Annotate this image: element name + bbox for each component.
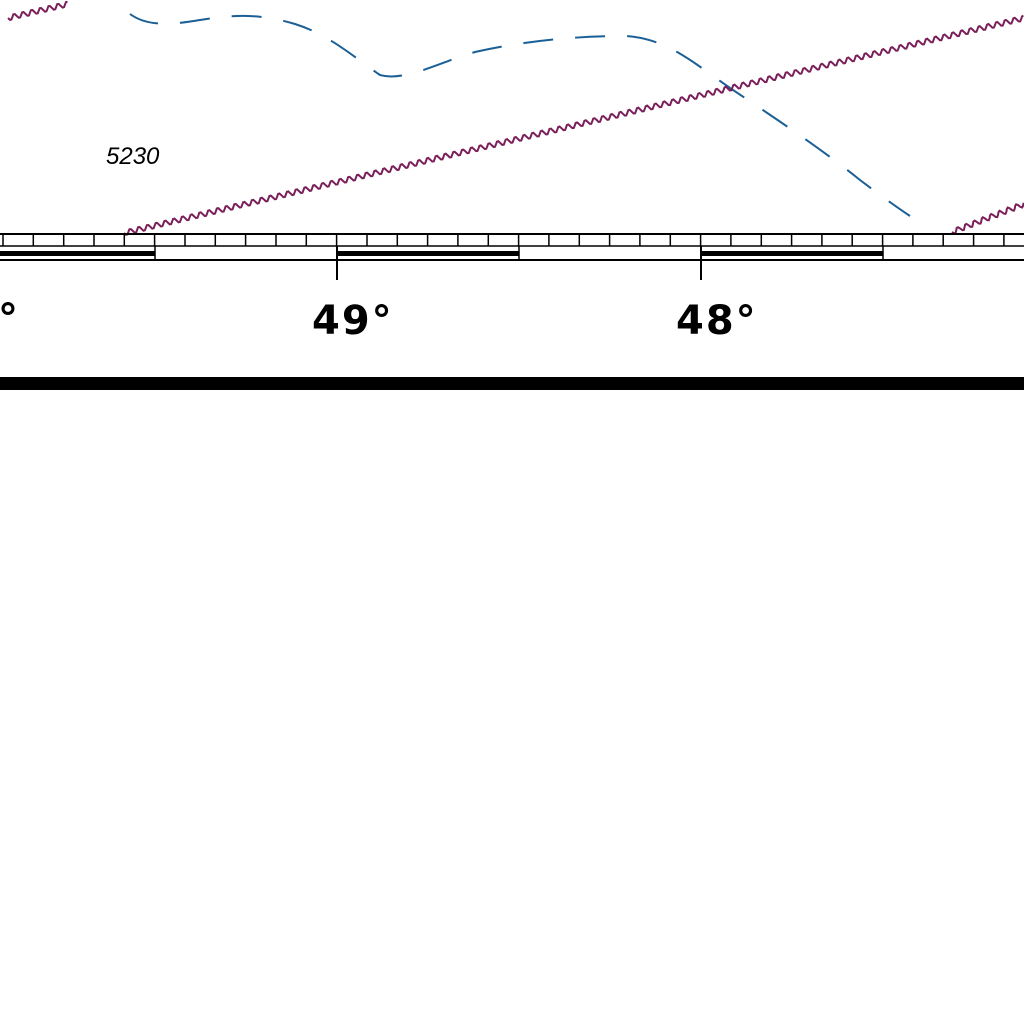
depth-contour-line <box>129 13 911 217</box>
depth-sounding-label: 5230 <box>106 143 160 170</box>
boundary-line-upper-left <box>7 0 68 22</box>
degree-band-dark <box>0 251 155 256</box>
degree-band-dark <box>701 251 883 256</box>
degree-band-dark <box>337 251 519 256</box>
longitude-label-49: 49° <box>312 298 394 344</box>
longitude-label-partial: ° <box>0 296 20 342</box>
chart-border-scale <box>0 233 1024 280</box>
minute-ticks <box>2 234 1005 246</box>
boundary-line-lower-right <box>951 202 1024 235</box>
boundary-line <box>123 14 1024 236</box>
longitude-label-48: 48° <box>676 298 758 344</box>
chart-neatline <box>0 377 1024 390</box>
alternating-degree-bands <box>0 246 884 260</box>
